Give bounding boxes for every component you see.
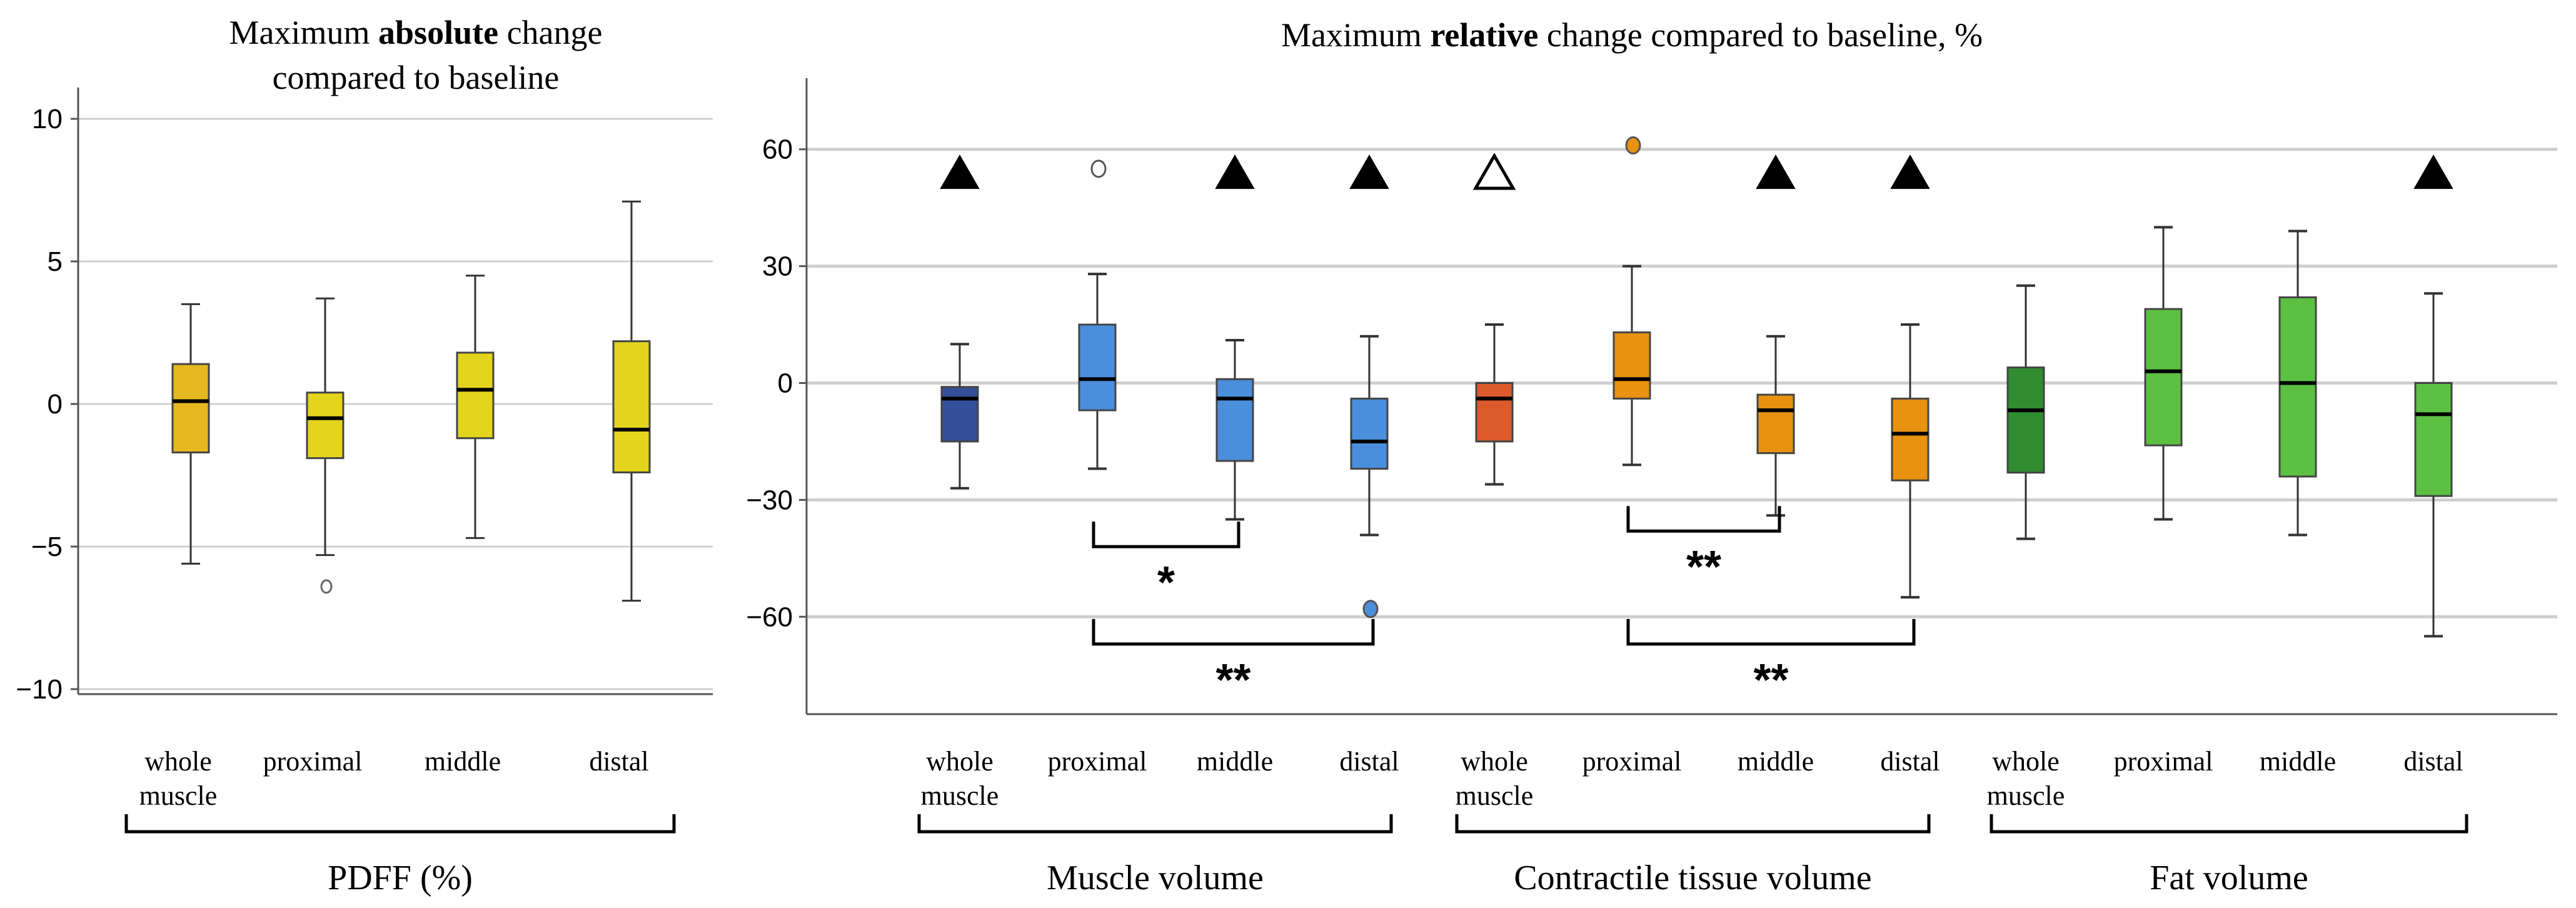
left-y-tick-label: 10 — [32, 104, 63, 134]
right-outlier-point — [1362, 600, 1379, 618]
right-category-label: whole — [926, 746, 994, 777]
right-box — [1756, 393, 1795, 455]
right-category-label: proximal — [2114, 746, 2213, 777]
left-y-tick-label: 0 — [48, 389, 63, 420]
right-box — [2414, 382, 2453, 497]
left-category-label: whole — [144, 746, 212, 777]
right-box — [940, 386, 979, 443]
left-title-line2: compared to baseline — [273, 59, 560, 96]
left-category-label: muscle — [139, 780, 218, 811]
right-box — [2278, 296, 2317, 478]
filled-triangle-marker — [1349, 154, 1389, 189]
right-group-label: Muscle volume — [1047, 859, 1264, 897]
left-category-label: proximal — [263, 746, 363, 777]
significance-bracket — [1092, 618, 1375, 646]
left-box — [306, 391, 345, 460]
right-group-brace — [1990, 814, 2468, 834]
left-group-brace — [124, 814, 676, 834]
right-box — [2144, 308, 2183, 446]
right-y-tick-label: 0 — [778, 368, 793, 399]
right-category-label: whole — [1992, 746, 2060, 777]
significance-label: ** — [1215, 655, 1250, 705]
right-outlier-point — [1090, 159, 1107, 178]
left-title-line1: Maximum absolute change — [229, 14, 603, 51]
right-category-label: distal — [2403, 746, 2463, 777]
left-y-tick-label: −10 — [16, 674, 63, 705]
filled-triangle-marker — [1890, 154, 1930, 189]
right-group-label: Fat volume — [2150, 859, 2308, 897]
right-box — [1350, 397, 1389, 470]
right-category-label: distal — [1339, 746, 1399, 777]
right-category-label: proximal — [1582, 746, 1682, 777]
left-outlier-point — [320, 579, 333, 594]
left-group-label: PDFF (%) — [328, 859, 473, 897]
left-box — [171, 363, 210, 454]
significance-label: ** — [1753, 655, 1788, 705]
right-category-label: middle — [1197, 746, 1273, 777]
right-outlier-point — [1625, 136, 1641, 155]
right-group-brace — [917, 814, 1393, 834]
significance-label: * — [1157, 558, 1175, 608]
left-category-label: distal — [589, 746, 648, 777]
left-box — [456, 351, 495, 440]
right-title: Maximum relative change compared to base… — [1281, 16, 1983, 54]
right-box — [1613, 331, 1651, 400]
significance-label: ** — [1686, 542, 1721, 592]
significance-bracket — [1092, 522, 1240, 548]
significance-bracket — [1626, 618, 1916, 646]
right-y-tick-label: 60 — [762, 134, 793, 165]
right-group-brace — [1455, 814, 1931, 834]
left-category-label: middle — [425, 746, 501, 777]
right-category-label: muscle — [1987, 780, 2065, 811]
right-box — [1475, 382, 1514, 443]
left-y-tick-label: −5 — [31, 532, 63, 562]
right-category-label: muscle — [921, 780, 999, 811]
right-box — [1078, 323, 1117, 411]
right-category-label: middle — [2260, 746, 2336, 777]
right-box — [1891, 397, 1929, 482]
right-category-label: proximal — [1048, 746, 1147, 777]
open-triangle-marker — [1472, 153, 1516, 190]
filled-triangle-marker — [1756, 154, 1796, 189]
filled-triangle-marker — [940, 154, 980, 189]
significance-bracket — [1626, 506, 1781, 533]
right-group-label: Contractile tissue volume — [1514, 859, 1871, 897]
right-y-tick-label: −30 — [746, 485, 793, 515]
right-y-tick-label: 30 — [762, 251, 793, 282]
panel-absolute-change: Maximum absolute change compared to base… — [16, 14, 713, 897]
right-category-label: whole — [1461, 746, 1528, 777]
right-box — [2006, 366, 2045, 474]
right-category-label: muscle — [1456, 780, 1534, 811]
filled-triangle-marker — [2413, 154, 2453, 189]
right-category-label: distal — [1880, 746, 1940, 777]
right-box — [1215, 378, 1254, 462]
right-category-label: middle — [1738, 746, 1814, 777]
left-box — [612, 340, 651, 473]
filled-triangle-marker — [1215, 154, 1255, 189]
right-y-tick-label: −60 — [746, 602, 793, 632]
panel-relative-change: Maximum relative change compared to base… — [746, 16, 2557, 897]
left-y-tick-label: 5 — [48, 246, 63, 277]
